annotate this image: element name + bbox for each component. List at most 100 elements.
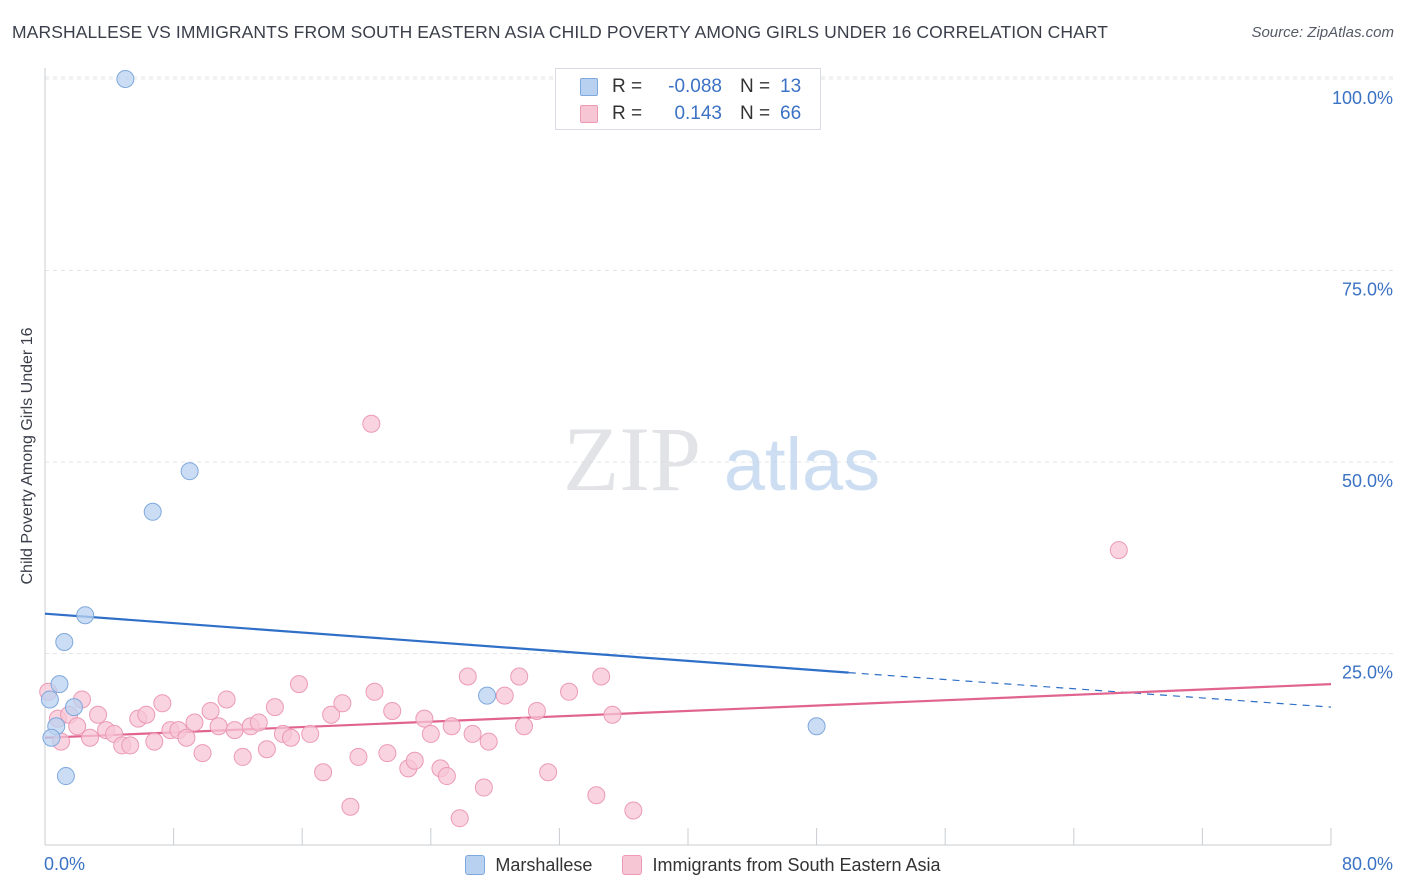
immigrants-point <box>322 705 341 724</box>
immigrants-point <box>201 701 220 720</box>
marshallese-point <box>478 686 497 705</box>
marshallese-point <box>42 728 61 747</box>
marshallese-point <box>50 675 69 694</box>
immigrants-point <box>233 747 252 766</box>
n-label: N = <box>740 76 771 97</box>
legend-row-marshallese: R = -0.088 N = 13 <box>580 75 801 99</box>
immigrants-point <box>527 701 546 720</box>
gridlines <box>45 76 1394 654</box>
immigrants-point <box>341 797 360 816</box>
immigrants-point <box>281 728 300 747</box>
immigrants-point <box>121 736 140 755</box>
r-label: R = <box>612 103 643 124</box>
immigrants-point <box>592 667 611 686</box>
immigrants-point <box>560 682 579 701</box>
immigrants-point <box>289 675 308 694</box>
immigrants-point <box>539 763 558 782</box>
immigrants-point <box>421 724 440 743</box>
immigrants-point <box>450 809 469 828</box>
marshallese-point <box>180 462 199 481</box>
y-tick-label: 100.0% <box>1332 88 1393 108</box>
legend-item-immigrants[interactable]: Immigrants from South Eastern Asia <box>622 855 941 876</box>
immigrants-point <box>209 717 228 736</box>
immigrants-point <box>333 694 352 713</box>
immigrants-point <box>314 763 333 782</box>
immigrants-point <box>1109 541 1128 560</box>
legend-item-marshallese[interactable]: Marshallese <box>465 855 592 876</box>
immigrants-point <box>474 778 493 797</box>
watermark-atlas: atlas <box>724 423 880 506</box>
immigrants-point <box>383 701 402 720</box>
marshallese-trend-extension <box>848 672 1332 708</box>
y-tick-label: 25.0% <box>1342 663 1393 683</box>
series-legend: Marshallese Immigrants from South Easter… <box>0 852 1406 878</box>
source-label: Source: ZipAtlas.com <box>1251 24 1394 41</box>
immigrants-point <box>225 721 244 740</box>
immigrants-point <box>153 694 172 713</box>
immigrants-point <box>362 414 381 433</box>
immigrants-point <box>442 717 461 736</box>
immigrants-point <box>515 717 534 736</box>
immigrants-point <box>463 724 482 743</box>
immigrants-swatch <box>622 855 643 875</box>
immigrants-point <box>68 717 87 736</box>
immigrants-point <box>185 713 204 732</box>
immigrants-point <box>301 724 320 743</box>
immigrants-point <box>624 801 643 820</box>
immigrants-point <box>257 740 276 759</box>
marshallese-point <box>116 70 135 88</box>
marshallese-point <box>56 767 75 786</box>
y-tick-label: 75.0% <box>1342 280 1393 300</box>
immigrants-point <box>378 744 397 763</box>
immigrants-point <box>193 744 212 763</box>
marshallese-trend-line <box>44 612 849 674</box>
marshallese-swatch <box>465 855 486 875</box>
immigrants-point <box>177 728 196 747</box>
legend-label: Marshallese <box>495 854 593 875</box>
legend-row-immigrants: R = 0.143 N = 66 <box>580 102 801 126</box>
r-value: -0.088 <box>668 76 722 97</box>
marshallese-point <box>807 717 826 736</box>
immigrants-point <box>137 705 156 724</box>
watermark: ZIP atlas <box>563 408 880 510</box>
y-tick-label: 50.0% <box>1342 471 1393 491</box>
tick-labels: 25.0% 50.0% 75.0% 100.0% 0.0% 80.0% <box>44 88 1393 874</box>
immigrants-point <box>458 667 477 686</box>
marshallese-swatch <box>580 78 598 96</box>
data-points <box>39 70 1128 828</box>
immigrants-point <box>145 732 164 751</box>
marshallese-point <box>76 606 95 625</box>
immigrants-point <box>249 713 268 732</box>
immigrants-point <box>479 732 498 751</box>
immigrants-point <box>495 686 514 705</box>
chart-title: MARSHALLESE VS IMMIGRANTS FROM SOUTH EAS… <box>12 22 1109 42</box>
immigrants-point <box>265 698 284 717</box>
immigrants-point <box>365 682 384 701</box>
immigrants-point <box>510 667 529 686</box>
marshallese-point <box>64 698 83 717</box>
immigrants-point <box>603 705 622 724</box>
x-tick-label: 80.0% <box>1342 854 1393 874</box>
watermark-zip: ZIP <box>563 408 701 510</box>
r-label: R = <box>612 76 643 97</box>
immigrants-point <box>437 767 456 786</box>
correlation-legend: R = -0.088 N = 13 R = 0.143 N = 66 <box>555 68 821 130</box>
n-value: 13 <box>780 76 802 97</box>
immigrants-point <box>405 751 424 770</box>
immigrants-swatch <box>580 105 598 123</box>
immigrants-point <box>81 728 100 747</box>
trend-lines <box>44 612 1332 739</box>
r-value: 0.143 <box>674 103 722 124</box>
n-label: N = <box>740 103 771 124</box>
n-value: 66 <box>780 103 802 124</box>
marshallese-point <box>40 690 59 709</box>
immigrants-point <box>587 786 606 805</box>
immigrants-point <box>349 747 368 766</box>
marshallese-point <box>143 502 162 521</box>
immigrants-point <box>217 690 236 709</box>
immigrants-point <box>89 705 108 724</box>
x-tick-label: 0.0% <box>44 854 85 874</box>
axes <box>44 68 1332 846</box>
marshallese-point <box>55 633 74 652</box>
